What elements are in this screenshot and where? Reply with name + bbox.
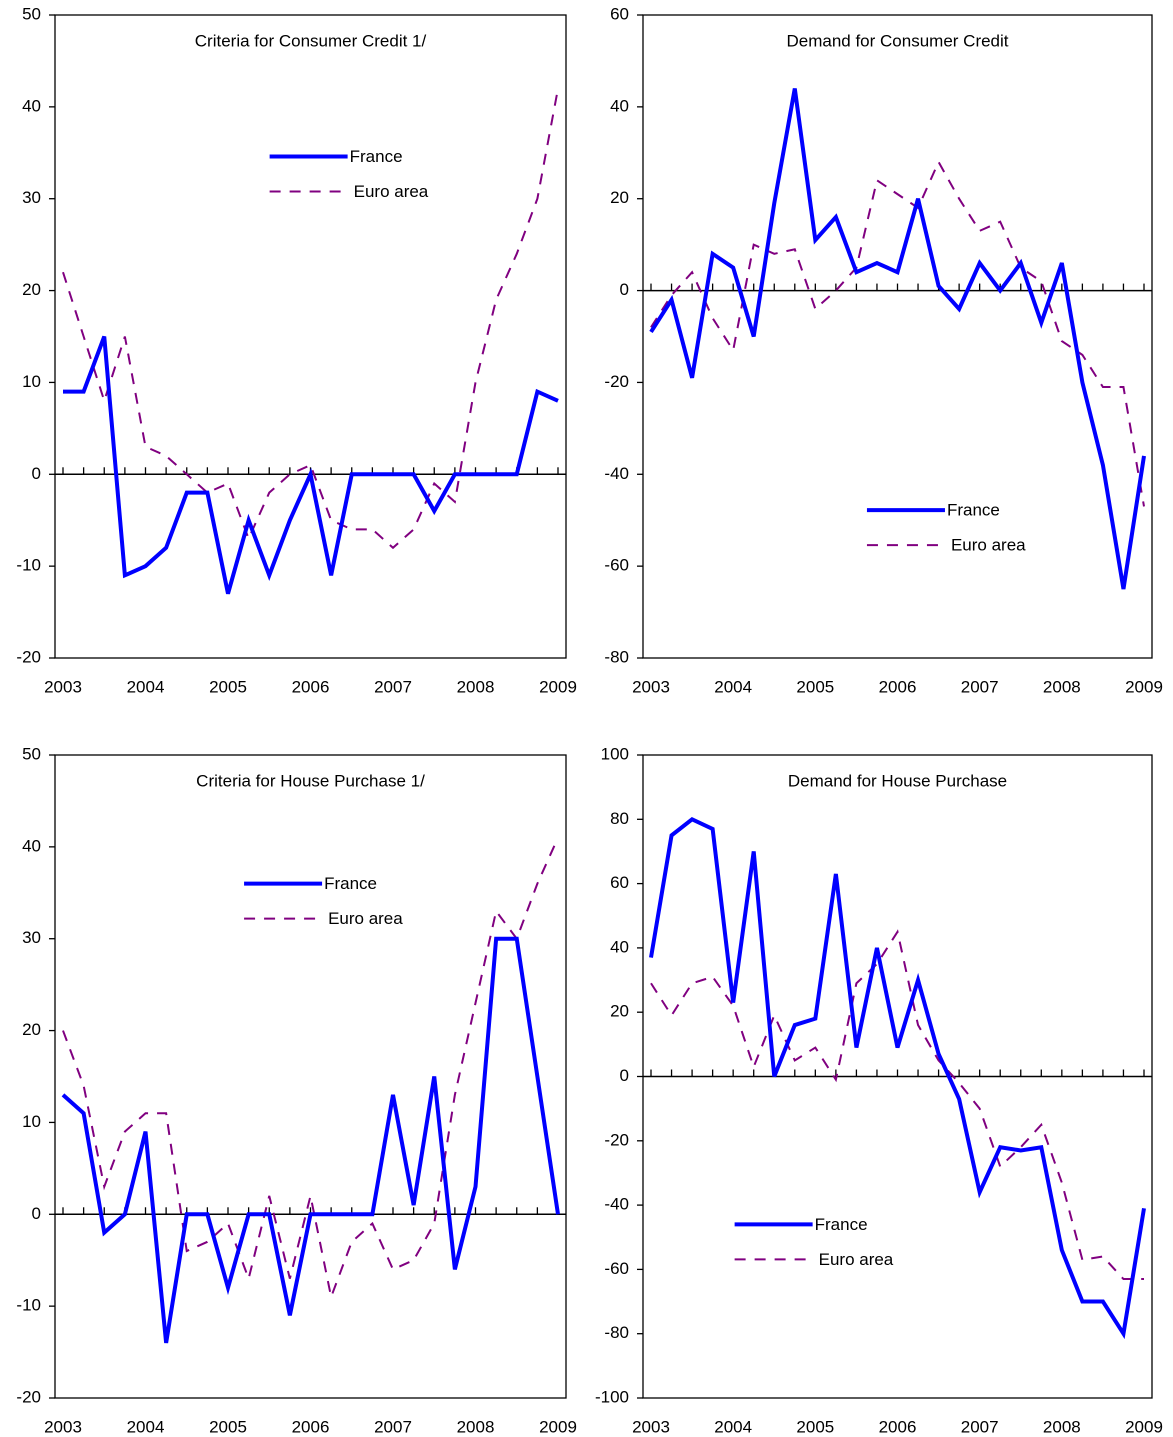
series-line bbox=[63, 335, 559, 595]
y-tick-label: -40 bbox=[604, 1195, 629, 1214]
x-tick-label: 2006 bbox=[879, 677, 917, 696]
x-tick-label: 2008 bbox=[1043, 677, 1081, 696]
y-tick-label: 20 bbox=[610, 1002, 629, 1021]
y-tick-label: 20 bbox=[22, 280, 41, 299]
legend-label: Euro area bbox=[951, 536, 1026, 555]
legend-label: Euro area bbox=[819, 1250, 894, 1269]
y-tick-label: 60 bbox=[610, 873, 629, 892]
series-line bbox=[61, 936, 560, 1344]
y-tick-label: 100 bbox=[601, 744, 629, 763]
x-tick-label: 2005 bbox=[796, 1417, 834, 1436]
x-tick-label: 2009 bbox=[539, 677, 577, 696]
y-tick-label: -80 bbox=[604, 647, 629, 666]
x-tick-label: 2009 bbox=[1125, 1417, 1163, 1436]
legend-label: France bbox=[350, 147, 403, 166]
x-tick-label: 2006 bbox=[879, 1417, 917, 1436]
x-tick-label: 2008 bbox=[457, 1417, 495, 1436]
y-tick-label: -40 bbox=[604, 464, 629, 483]
x-tick-label: 2003 bbox=[632, 677, 670, 696]
x-tick-label: 2007 bbox=[961, 1417, 999, 1436]
x-tick-label: 2004 bbox=[714, 1417, 752, 1436]
chart-panel: Demand for Consumer Credit -80 -60 -40 -20 0 2… bbox=[604, 4, 1162, 696]
chart-title: Demand for House Purchase bbox=[788, 771, 1007, 790]
y-tick-label: 0 bbox=[620, 280, 629, 299]
plot-frame bbox=[54, 754, 567, 1399]
y-tick-label: 40 bbox=[22, 836, 41, 855]
y-tick-label: -20 bbox=[604, 1130, 629, 1149]
x-tick-label: 2003 bbox=[632, 1417, 670, 1436]
y-tick-label: 0 bbox=[32, 464, 41, 483]
x-tick-label: 2009 bbox=[1125, 677, 1163, 696]
y-tick-label: -10 bbox=[16, 1296, 41, 1315]
legend-label: Euro area bbox=[328, 909, 403, 928]
x-tick-label: 2005 bbox=[209, 1417, 247, 1436]
x-tick-label: 2009 bbox=[539, 1417, 577, 1436]
chart-title: Demand for Consumer Credit bbox=[786, 31, 1008, 50]
y-tick-label: -20 bbox=[604, 372, 629, 391]
y-tick-label: -80 bbox=[604, 1323, 629, 1342]
x-tick-label: 2008 bbox=[457, 677, 495, 696]
x-tick-label: 2003 bbox=[44, 1417, 82, 1436]
chart-title: Criteria for Consumer Credit 1/ bbox=[195, 31, 427, 50]
legend-label: France bbox=[947, 501, 1000, 520]
y-tick-label: 0 bbox=[32, 1204, 41, 1223]
legend-label: Euro area bbox=[354, 182, 429, 201]
y-tick-label: 80 bbox=[610, 809, 629, 828]
x-tick-label: 2006 bbox=[292, 677, 330, 696]
x-tick-label: 2005 bbox=[796, 677, 834, 696]
x-tick-label: 2003 bbox=[44, 677, 82, 696]
y-tick-label: -100 bbox=[595, 1387, 629, 1406]
y-tick-label: -10 bbox=[16, 556, 41, 575]
x-tick-label: 2008 bbox=[1043, 1417, 1081, 1436]
y-tick-label: 0 bbox=[620, 1066, 629, 1085]
chart-panel: Demand for House Purchase -100 -80 -60 -40 -2… bbox=[595, 744, 1163, 1436]
y-tick-label: 10 bbox=[22, 1112, 41, 1131]
y-tick-label: 40 bbox=[610, 96, 629, 115]
x-tick-label: 2007 bbox=[374, 1417, 412, 1436]
y-tick-label: 30 bbox=[22, 188, 41, 207]
y-tick-label: 40 bbox=[610, 937, 629, 956]
legend-label: France bbox=[324, 874, 377, 893]
y-tick-label: 40 bbox=[22, 96, 41, 115]
y-tick-label: 10 bbox=[22, 372, 41, 391]
legend-label: France bbox=[815, 1215, 868, 1234]
series-line bbox=[650, 159, 1145, 507]
x-tick-label: 2007 bbox=[961, 677, 999, 696]
plot-frame bbox=[54, 14, 567, 659]
chart-title: Criteria for House Purchase 1/ bbox=[196, 771, 425, 790]
x-tick-label: 2004 bbox=[714, 677, 752, 696]
plot-frame bbox=[642, 14, 1153, 659]
y-tick-label: -20 bbox=[16, 647, 41, 666]
chart-panel: Criteria for Consumer Credit 1/ -20 -10 0 10… bbox=[16, 4, 576, 696]
x-tick-label: 2004 bbox=[127, 1417, 165, 1436]
x-tick-label: 2005 bbox=[209, 677, 247, 696]
series-line bbox=[62, 837, 559, 1301]
y-tick-label: 50 bbox=[22, 744, 41, 763]
y-tick-label: 30 bbox=[22, 928, 41, 947]
y-tick-label: -60 bbox=[604, 556, 629, 575]
x-tick-label: 2004 bbox=[127, 677, 165, 696]
y-tick-label: -20 bbox=[16, 1387, 41, 1406]
x-tick-label: 2006 bbox=[292, 1417, 330, 1436]
series-line bbox=[649, 816, 1146, 1340]
y-tick-label: -60 bbox=[604, 1259, 629, 1278]
series-line bbox=[649, 88, 1146, 590]
series-line bbox=[62, 88, 559, 550]
y-tick-label: 60 bbox=[610, 4, 629, 23]
series-line bbox=[650, 929, 1144, 1281]
y-tick-label: 50 bbox=[22, 4, 41, 23]
y-tick-label: 20 bbox=[22, 1020, 41, 1039]
x-tick-label: 2007 bbox=[374, 677, 412, 696]
y-tick-label: 20 bbox=[610, 188, 629, 207]
chart-panel: Criteria for House Purchase 1/ -20 -10 0 10 2… bbox=[16, 744, 576, 1436]
